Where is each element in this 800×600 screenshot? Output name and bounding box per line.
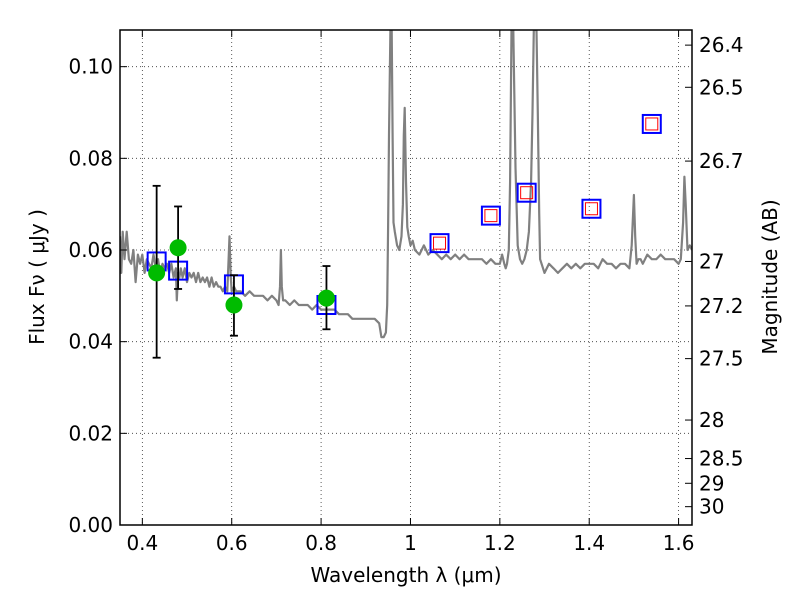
model-photometry-point: [480, 205, 501, 226]
predicted-flux-point: [520, 186, 534, 200]
tick-marks: [120, 30, 692, 526]
plot-frame: [119, 29, 693, 526]
y-tick-label: 0.08: [68, 146, 113, 170]
predicted-flux-point: [584, 202, 598, 216]
observed-photometry-point: [169, 239, 187, 257]
x-tick-label: 1.2: [484, 531, 516, 555]
observed-photometry-point: [317, 289, 335, 307]
y-tick-label: 0.04: [68, 330, 113, 354]
y-right-tick-label: 27.2: [699, 294, 744, 318]
model-photometry-point: [516, 182, 537, 203]
y-right-tick-label: 28.5: [699, 447, 744, 471]
y-axis-label: Flux Fν ( μJy ): [25, 209, 49, 345]
predicted-flux-point: [645, 117, 659, 131]
model-photometry-point: [581, 198, 602, 219]
x-tick-label: 0.4: [126, 531, 158, 555]
x-tick-label: 1.6: [663, 531, 695, 555]
model-photometry-point: [641, 113, 662, 134]
x-axis-label: Wavelength λ (μm): [310, 563, 501, 587]
y-right-tick-label: 30: [699, 495, 724, 519]
y-right-tick-label: 27.5: [699, 347, 744, 371]
x-tick-label: 0.6: [216, 531, 248, 555]
observed-photometry-point: [225, 296, 243, 314]
x-tick-label: 1.4: [573, 531, 605, 555]
y-axis-label-right: Magnitude (AB): [758, 199, 782, 354]
y-tick-label: 0.00: [68, 513, 113, 537]
tick-labels: 0.4 0.6 0.8 1 1.2 1.4 1.6 0.00 0.02 0.04 0.06 0.08 0…: [68, 33, 743, 555]
y-right-tick-label: 26.7: [699, 149, 744, 173]
x-tick-label: 0.8: [305, 531, 337, 555]
y-right-tick-label: 27: [699, 249, 724, 273]
model-photometry-point: [429, 233, 450, 254]
grid-lines: [120, 30, 692, 525]
y-right-tick-label: 26.5: [699, 75, 744, 99]
y-tick-label: 0.10: [68, 55, 113, 79]
x-tick-label: 1: [404, 531, 417, 555]
y-tick-label: 0.02: [68, 421, 113, 445]
y-right-tick-label: 26.4: [699, 33, 744, 57]
points-layer: [146, 113, 662, 359]
predicted-flux-point: [433, 236, 447, 250]
spectrum-line: [120, 30, 692, 339]
y-right-tick-label: 28: [699, 408, 724, 432]
y-right-tick-label: 29: [699, 471, 724, 495]
spectrum-layer: [120, 30, 692, 339]
observed-photometry-point: [148, 264, 166, 282]
predicted-flux-point: [484, 209, 498, 223]
y-tick-label: 0.06: [68, 238, 113, 262]
